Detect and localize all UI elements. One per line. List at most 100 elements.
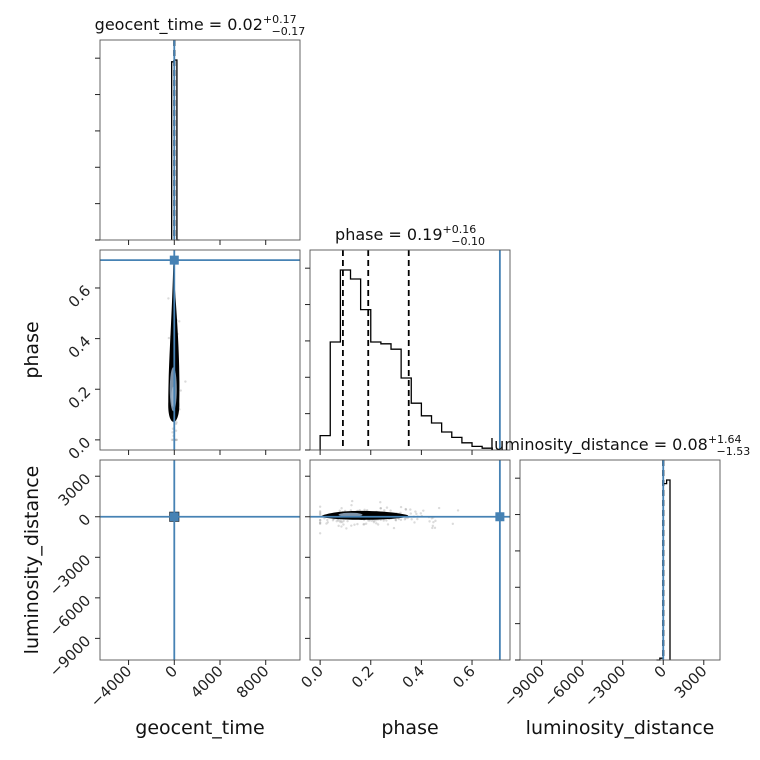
title-value-luminosity_distance: luminosity_distance = 0.08 xyxy=(490,435,708,455)
sample-point xyxy=(399,511,402,515)
sample-point xyxy=(337,524,340,528)
tick-label-x-luminosity_distance-2: −3000 xyxy=(581,662,630,711)
title-value-phase: phase = 0.19 xyxy=(335,225,442,244)
panel-title-geocent_time: geocent_time = 0.02+0.17 −0.17 xyxy=(95,13,306,38)
sample-point xyxy=(340,520,344,524)
tick-label-x-luminosity_distance-4: 3000 xyxy=(671,662,711,702)
sample-point xyxy=(174,429,178,432)
tick-label-y-phase-1: 0.2 xyxy=(65,383,95,413)
sample-point xyxy=(428,520,431,523)
data-layer xyxy=(100,40,671,661)
sample-point xyxy=(399,505,403,509)
sample-point xyxy=(419,512,423,515)
sample-point xyxy=(167,297,170,300)
density-contour-outer xyxy=(320,510,409,520)
sample-point xyxy=(167,336,171,340)
sample-point xyxy=(422,509,425,512)
tick-label-x-phase-2: 0.4 xyxy=(399,662,429,692)
sample-point xyxy=(325,522,328,525)
sample-point xyxy=(372,519,376,522)
sample-point xyxy=(379,507,383,510)
sample-point xyxy=(318,519,322,522)
sample-point xyxy=(345,527,348,530)
sample-point xyxy=(382,519,385,522)
sample-point xyxy=(430,517,434,520)
sample-point xyxy=(431,524,435,528)
title-lower-geocent_time: −0.17 xyxy=(272,25,306,38)
sample-point xyxy=(175,438,178,442)
sample-point xyxy=(318,521,322,525)
density-contour-inner xyxy=(338,512,363,517)
sample-point xyxy=(331,519,335,522)
panel-frame-phase-luminosity_distance xyxy=(309,459,511,661)
sample-point xyxy=(363,523,366,526)
sample-point xyxy=(409,512,413,515)
sample-point xyxy=(350,524,353,527)
sample-point xyxy=(318,505,322,508)
tick-label-y-luminosity_distance-3: 0 xyxy=(75,510,94,529)
sample-point xyxy=(383,509,386,512)
panel-geocent_time-vs-luminosity_distance xyxy=(100,460,300,660)
panel-frame-luminosity_distance xyxy=(519,459,721,661)
histogram-phase xyxy=(319,269,493,450)
sample-point xyxy=(376,523,380,526)
x-axis-label-luminosity_distance: luminosity_distance xyxy=(526,717,715,739)
sample-point xyxy=(413,521,416,524)
sample-point xyxy=(409,508,412,511)
sample-point xyxy=(456,509,460,512)
tick-label-y-luminosity_distance-2: −3000 xyxy=(46,551,95,600)
y-axis-label-phase: phase xyxy=(21,321,43,378)
tick-label-y-phase-3: 0.6 xyxy=(65,282,95,312)
sample-point xyxy=(434,519,437,523)
sample-point xyxy=(415,512,418,516)
histogram-geocent_time xyxy=(171,59,180,241)
sample-point xyxy=(339,519,342,522)
tick-label-x-phase-0: 0.0 xyxy=(297,662,327,692)
sample-point xyxy=(350,499,354,503)
truth-marker-phase-luminosity_distance xyxy=(495,512,505,522)
sample-point xyxy=(372,521,376,524)
sample-point xyxy=(326,518,329,522)
tick-label-x-geocent_time-0: −4000 xyxy=(87,662,136,711)
grid-layer xyxy=(100,40,720,660)
tick-label-x-geocent_time-3: 8000 xyxy=(233,662,273,702)
panel-frame-phase xyxy=(309,249,511,451)
sample-point xyxy=(370,519,374,522)
sample-point xyxy=(368,519,371,522)
sample-point xyxy=(385,519,388,522)
sample-point xyxy=(404,508,408,511)
sample-point xyxy=(437,506,441,510)
sample-point xyxy=(358,509,361,512)
sample-point xyxy=(356,522,359,526)
sample-point xyxy=(318,513,322,517)
sample-point xyxy=(350,503,353,507)
panel-frame-geocent_time xyxy=(99,39,301,241)
sample-point xyxy=(451,522,455,526)
sample-point xyxy=(353,523,356,526)
sample-point xyxy=(175,438,178,442)
title-lower-phase: −0.10 xyxy=(451,235,485,248)
sample-point xyxy=(365,522,368,525)
sample-point xyxy=(178,320,181,323)
sample-point xyxy=(410,518,413,521)
tick-label-y-luminosity_distance-4: 3000 xyxy=(55,470,95,510)
sample-point xyxy=(385,506,389,509)
sample-point xyxy=(318,532,322,535)
sample-point xyxy=(404,517,407,520)
tick-label-x-phase-1: 0.2 xyxy=(348,662,378,692)
sample-point xyxy=(318,512,322,515)
tick-label-x-luminosity_distance-1: −6000 xyxy=(540,662,589,711)
sample-point xyxy=(416,517,419,521)
sample-point xyxy=(318,521,322,524)
sample-point xyxy=(318,510,322,513)
tick-label-y-luminosity_distance-1: −6000 xyxy=(46,591,95,640)
tick-label-x-luminosity_distance-0: −9000 xyxy=(500,662,549,711)
sample-point xyxy=(170,438,174,442)
sample-point xyxy=(340,525,343,528)
sample-point xyxy=(363,508,366,512)
sample-point xyxy=(397,517,401,521)
sample-point xyxy=(365,509,369,512)
y-axis-label-luminosity_distance: luminosity_distance xyxy=(21,466,43,655)
panel-frame-geocent_time-phase xyxy=(99,249,301,451)
